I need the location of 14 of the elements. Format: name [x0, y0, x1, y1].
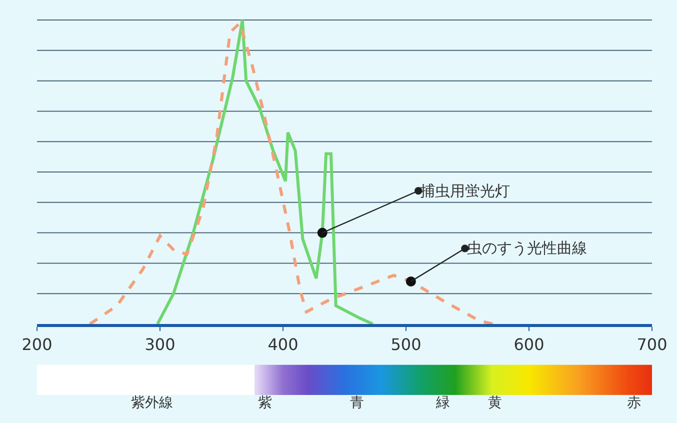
x-tick-label: 700: [636, 335, 668, 354]
text: 黄: [488, 395, 502, 411]
text: 緑: [435, 395, 450, 411]
text: 虫のすう光性曲線: [467, 239, 587, 257]
x-tick-label: 500: [390, 335, 422, 354]
x-tick-label: 300: [144, 335, 176, 354]
x-tick-label: 400: [268, 335, 298, 354]
text: 青: [350, 395, 364, 411]
text: 捕虫用蛍光灯: [420, 182, 510, 200]
text: 赤: [627, 395, 641, 411]
text: 紫: [258, 395, 272, 411]
text: 紫外線: [131, 395, 173, 411]
x-tick-label: 600: [514, 335, 544, 354]
x-tick-label: 200: [22, 335, 52, 354]
